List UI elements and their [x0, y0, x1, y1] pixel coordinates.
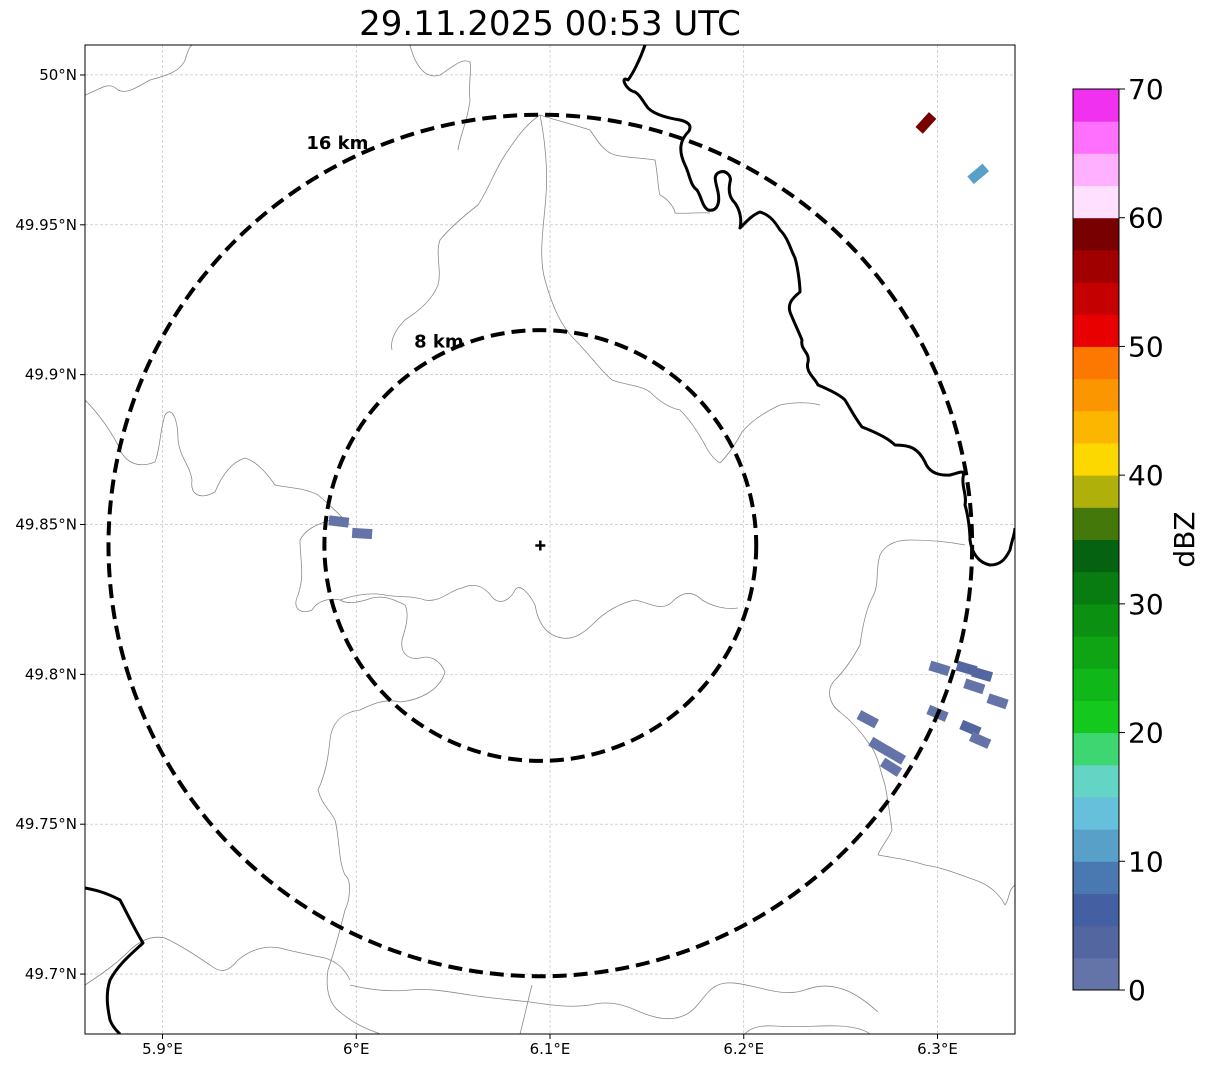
colorbar-segment — [1073, 282, 1119, 315]
colorbar-label: dBZ — [1168, 511, 1201, 567]
colorbar-tick-label: 0 — [1128, 974, 1146, 1007]
radar-site-marker — [535, 540, 546, 551]
map-title: 29.11.2025 00:53 UTC — [359, 4, 741, 44]
boundary-south-centre-2 — [519, 984, 533, 1034]
lat-tick-label: 50°N — [39, 66, 77, 84]
boundary-east-south — [829, 539, 966, 856]
colorbar-tick-label: 40 — [1128, 459, 1164, 492]
radar-echo-cell — [883, 745, 907, 765]
colorbar-segment — [1073, 764, 1119, 798]
boundary-north-left — [391, 114, 541, 351]
range-ring-8km — [322, 328, 759, 763]
colorbar-segment — [1073, 442, 1119, 476]
boundary-east-middle — [719, 402, 821, 464]
lon-tick-label: 5.9°E — [142, 1040, 183, 1058]
border-north-east — [622, 45, 1015, 567]
radar-echo-cell — [351, 527, 373, 540]
colorbar-segment — [1073, 346, 1119, 380]
colorbar-segment — [1073, 89, 1119, 122]
radar-echo-cell — [868, 736, 891, 756]
colorbar-tick-label: 20 — [1128, 717, 1164, 750]
colorbar-segment — [1073, 249, 1119, 283]
lat-tick-label: 49.9°N — [25, 366, 77, 384]
admin-boundaries — [85, 45, 1015, 1034]
boundary-west-south — [295, 519, 446, 1034]
radar-echo-cell — [915, 112, 937, 134]
lat-tick-label: 49.75°N — [15, 815, 77, 833]
lon-tick-label: 6.2°E — [723, 1040, 764, 1058]
colorbar-segment — [1073, 668, 1119, 701]
lat-tick-label: 49.8°N — [25, 665, 77, 683]
colorbar-segment — [1073, 475, 1119, 508]
boundary-north-radial — [539, 114, 721, 464]
boundary-north-east — [539, 114, 711, 214]
colorbar-frame — [1072, 88, 1120, 991]
lon-tick-label: 6.1°E — [530, 1040, 571, 1058]
boundary-south-bottom — [744, 1025, 871, 1034]
colorbar-segment — [1073, 153, 1119, 187]
radar-echo-cell — [986, 693, 1009, 710]
colorbar-tick-label: 30 — [1128, 588, 1164, 621]
lat-tick-label: 49.95°N — [15, 216, 77, 234]
colorbar-segment — [1073, 507, 1119, 540]
colorbar-tick-label: 70 — [1128, 73, 1164, 106]
boundary-south — [85, 936, 351, 986]
range-ring-16km — [106, 112, 975, 979]
colorbar-segment — [1073, 829, 1119, 862]
colorbar-segment — [1073, 957, 1119, 991]
map-background — [85, 45, 1015, 1034]
boundary-south-centre — [349, 982, 879, 1020]
colorbar-segment — [1073, 410, 1119, 444]
radar-echo-cell — [955, 660, 978, 676]
colorbar-segment — [1073, 636, 1119, 669]
colorbar-segment — [1073, 121, 1119, 154]
graticule — [85, 45, 1015, 1034]
colorbar-segment — [1073, 603, 1119, 637]
colorbar-segment — [1073, 925, 1119, 959]
radar-echo-cell — [967, 163, 990, 185]
radar-echo-cell — [963, 678, 986, 695]
colorbar-segment — [1073, 378, 1119, 412]
colorbar-tick-label: 60 — [1128, 202, 1164, 235]
axis-ticks: 5.9°E 6°E 6.1°E 6.2°E 6.3°E 50°N 49.95°N 49.9°N… — [15, 66, 958, 1058]
radar-echoes — [328, 112, 1009, 777]
radar-echo-cell — [928, 660, 951, 677]
boundary-north-centre — [409, 45, 471, 151]
radar-echo-cell — [971, 666, 994, 682]
colorbar-segment — [1073, 539, 1119, 573]
colorbar-segment — [1073, 571, 1119, 605]
border-south-west — [85, 886, 145, 1034]
lon-tick-label: 6°E — [343, 1040, 370, 1058]
colorbar-segment — [1073, 700, 1119, 734]
colorbar-tick-label: 10 — [1128, 845, 1164, 878]
radar-echo-cell — [879, 757, 903, 777]
radar-echo-cell — [328, 515, 350, 528]
colorbar-segment — [1073, 861, 1119, 894]
radar-echo-cell — [856, 710, 879, 729]
boundary-north-west — [85, 45, 193, 96]
boundary-west-centre — [85, 399, 351, 526]
colorbar-segment — [1073, 796, 1119, 830]
range-ring-label: 8 km — [414, 331, 464, 352]
radar-echo-cell — [959, 719, 982, 737]
radar-echo-cell — [968, 731, 992, 749]
map-features: 16 km 8 km — [85, 45, 1015, 1034]
boundary-south-east — [877, 854, 1015, 906]
colorbar-segment — [1073, 893, 1119, 927]
colorbar-segment — [1073, 732, 1119, 766]
colorbar: 0 10 20 30 40 50 60 70 dBZ — [1072, 73, 1201, 1007]
range-ring-label: 16 km — [306, 133, 368, 154]
range-rings: 16 km 8 km — [106, 112, 975, 979]
boundary-centre-river — [339, 585, 739, 639]
colorbar-segment — [1073, 314, 1119, 347]
lat-tick-label: 49.85°N — [15, 516, 77, 534]
lat-tick-label: 49.7°N — [25, 965, 77, 983]
country-borders — [85, 45, 1015, 1034]
lon-tick-label: 6.3°E — [917, 1040, 958, 1058]
colorbar-segment — [1073, 217, 1119, 251]
colorbar-tick-label: 50 — [1128, 330, 1164, 363]
colorbar-segment — [1073, 185, 1119, 219]
